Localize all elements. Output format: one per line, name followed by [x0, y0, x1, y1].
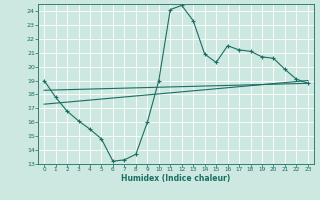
X-axis label: Humidex (Indice chaleur): Humidex (Indice chaleur)	[121, 174, 231, 183]
